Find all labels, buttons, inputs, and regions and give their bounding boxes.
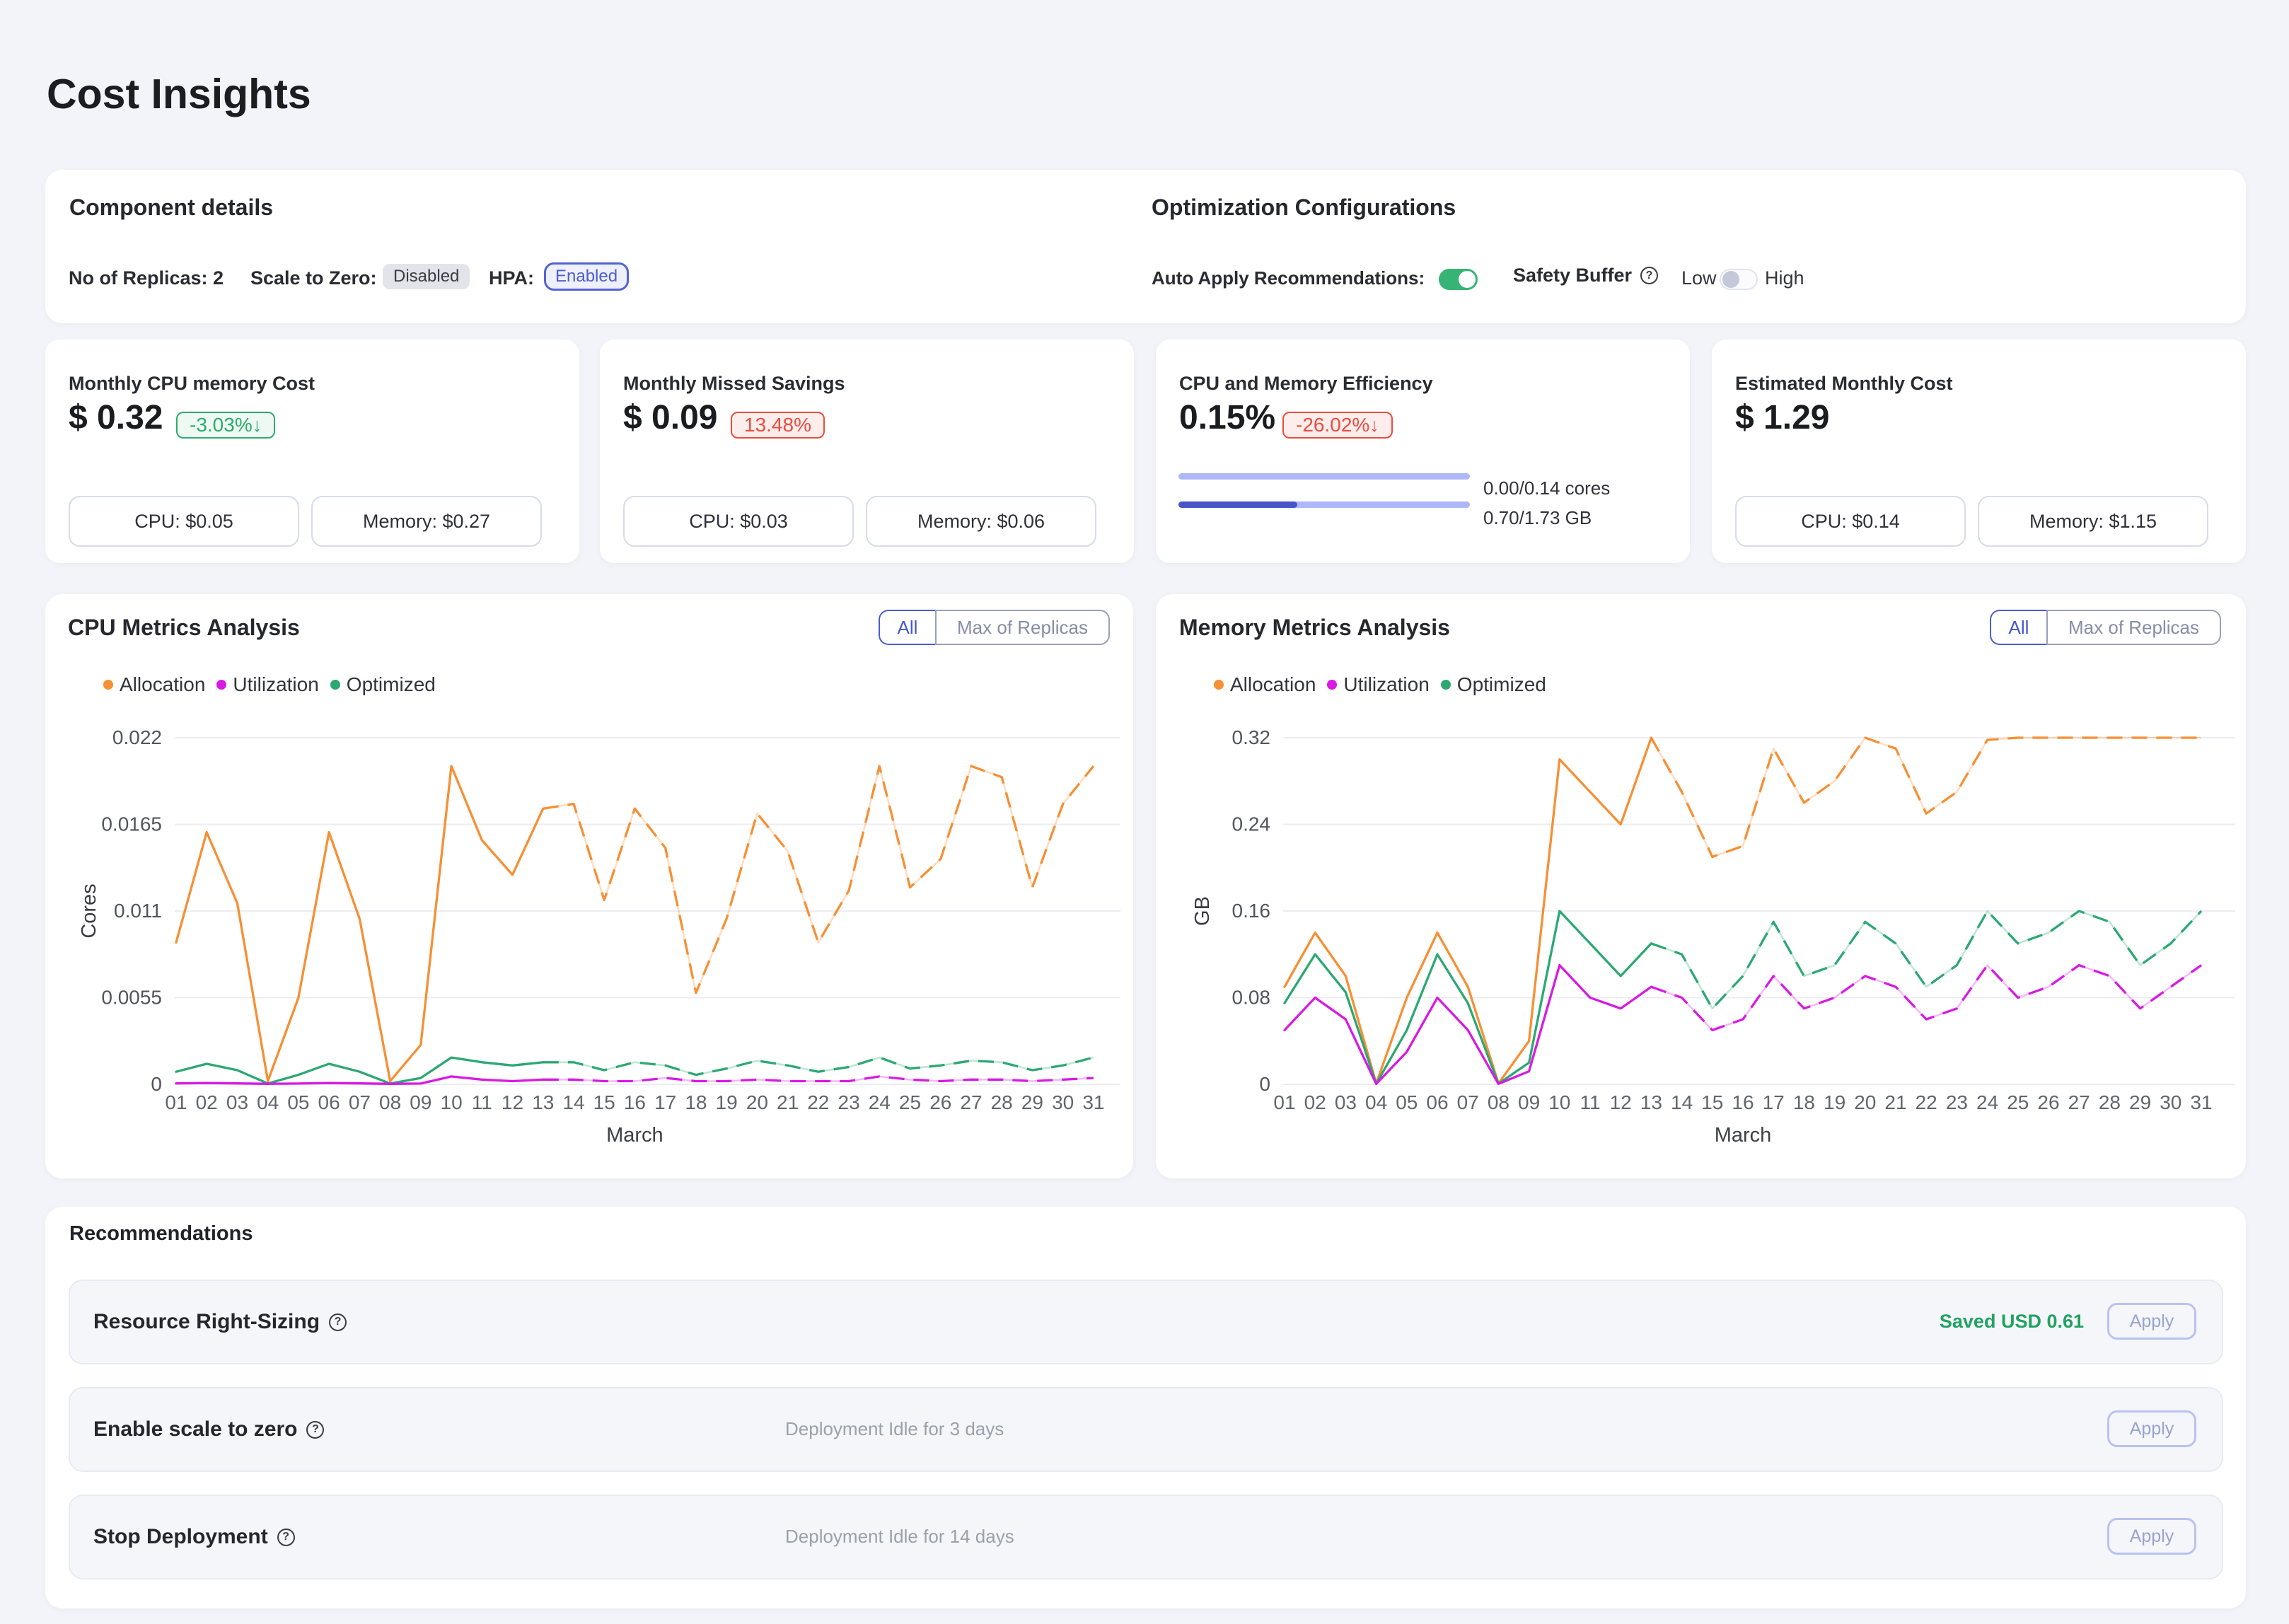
svg-text:07: 07 <box>349 1091 371 1113</box>
svg-text:01: 01 <box>1273 1091 1295 1113</box>
svg-text:09: 09 <box>410 1091 431 1113</box>
svg-text:17: 17 <box>654 1091 676 1113</box>
svg-text:05: 05 <box>287 1091 309 1113</box>
svg-text:09: 09 <box>1518 1091 1540 1113</box>
svg-text:06: 06 <box>1426 1091 1448 1113</box>
svg-text:0.16: 0.16 <box>1232 900 1271 922</box>
svg-text:31: 31 <box>2190 1091 2212 1113</box>
svg-text:22: 22 <box>807 1091 829 1113</box>
svg-text:20: 20 <box>746 1091 768 1113</box>
svg-text:16: 16 <box>624 1091 646 1113</box>
svg-text:27: 27 <box>2068 1091 2090 1113</box>
svg-text:29: 29 <box>2129 1091 2151 1113</box>
svg-text:25: 25 <box>899 1091 921 1113</box>
svg-text:15: 15 <box>593 1091 615 1113</box>
svg-text:03: 03 <box>226 1091 248 1113</box>
svg-text:0: 0 <box>151 1073 162 1095</box>
svg-text:28: 28 <box>2099 1091 2121 1113</box>
svg-text:08: 08 <box>379 1091 401 1113</box>
svg-text:01: 01 <box>165 1091 187 1113</box>
svg-text:07: 07 <box>1457 1091 1479 1113</box>
svg-text:GB: GB <box>1191 896 1214 926</box>
svg-text:22: 22 <box>1916 1091 1937 1113</box>
svg-text:30: 30 <box>1052 1091 1074 1113</box>
svg-text:24: 24 <box>1976 1091 1998 1113</box>
svg-text:18: 18 <box>685 1091 707 1113</box>
svg-text:15: 15 <box>1701 1091 1723 1113</box>
svg-text:02: 02 <box>1304 1091 1326 1113</box>
svg-text:21: 21 <box>777 1091 799 1113</box>
svg-text:20: 20 <box>1854 1091 1876 1113</box>
svg-text:23: 23 <box>838 1091 860 1113</box>
svg-text:19: 19 <box>716 1091 738 1113</box>
svg-text:02: 02 <box>196 1091 218 1113</box>
svg-text:12: 12 <box>1610 1091 1632 1113</box>
svg-text:0.022: 0.022 <box>112 726 162 748</box>
svg-text:23: 23 <box>1946 1091 1968 1113</box>
svg-text:13: 13 <box>532 1091 554 1113</box>
svg-text:28: 28 <box>991 1091 1013 1113</box>
svg-text:Cores: Cores <box>78 883 100 938</box>
svg-text:06: 06 <box>318 1091 340 1113</box>
svg-text:14: 14 <box>1671 1091 1693 1113</box>
svg-text:0.08: 0.08 <box>1232 987 1271 1009</box>
svg-text:12: 12 <box>502 1091 523 1113</box>
svg-text:19: 19 <box>1824 1091 1845 1113</box>
svg-text:10: 10 <box>1548 1091 1570 1113</box>
svg-text:11: 11 <box>1580 1091 1600 1113</box>
svg-text:29: 29 <box>1021 1091 1043 1113</box>
svg-text:14: 14 <box>562 1091 584 1113</box>
svg-text:31: 31 <box>1082 1091 1104 1113</box>
svg-text:21: 21 <box>1884 1091 1906 1113</box>
svg-text:04: 04 <box>257 1091 279 1113</box>
svg-text:25: 25 <box>2007 1091 2029 1113</box>
svg-text:March: March <box>1715 1124 1772 1147</box>
svg-text:11: 11 <box>472 1091 492 1113</box>
svg-text:0.32: 0.32 <box>1232 726 1271 748</box>
svg-text:0.24: 0.24 <box>1232 813 1271 835</box>
svg-text:05: 05 <box>1396 1091 1418 1113</box>
svg-text:0.0055: 0.0055 <box>101 987 162 1009</box>
svg-text:03: 03 <box>1335 1091 1357 1113</box>
svg-text:10: 10 <box>441 1091 463 1113</box>
svg-text:04: 04 <box>1365 1091 1387 1113</box>
svg-text:27: 27 <box>960 1091 982 1113</box>
svg-text:0.011: 0.011 <box>114 900 162 922</box>
svg-text:17: 17 <box>1763 1091 1785 1113</box>
svg-text:24: 24 <box>869 1091 891 1113</box>
svg-text:18: 18 <box>1793 1091 1815 1113</box>
svg-text:08: 08 <box>1488 1091 1509 1113</box>
svg-text:26: 26 <box>2037 1091 2059 1113</box>
svg-text:26: 26 <box>929 1091 951 1113</box>
svg-text:March: March <box>606 1124 663 1147</box>
svg-text:16: 16 <box>1732 1091 1754 1113</box>
svg-text:0.0165: 0.0165 <box>101 813 162 835</box>
svg-text:30: 30 <box>2160 1091 2181 1113</box>
svg-text:0: 0 <box>1259 1073 1270 1095</box>
svg-text:13: 13 <box>1640 1091 1662 1113</box>
